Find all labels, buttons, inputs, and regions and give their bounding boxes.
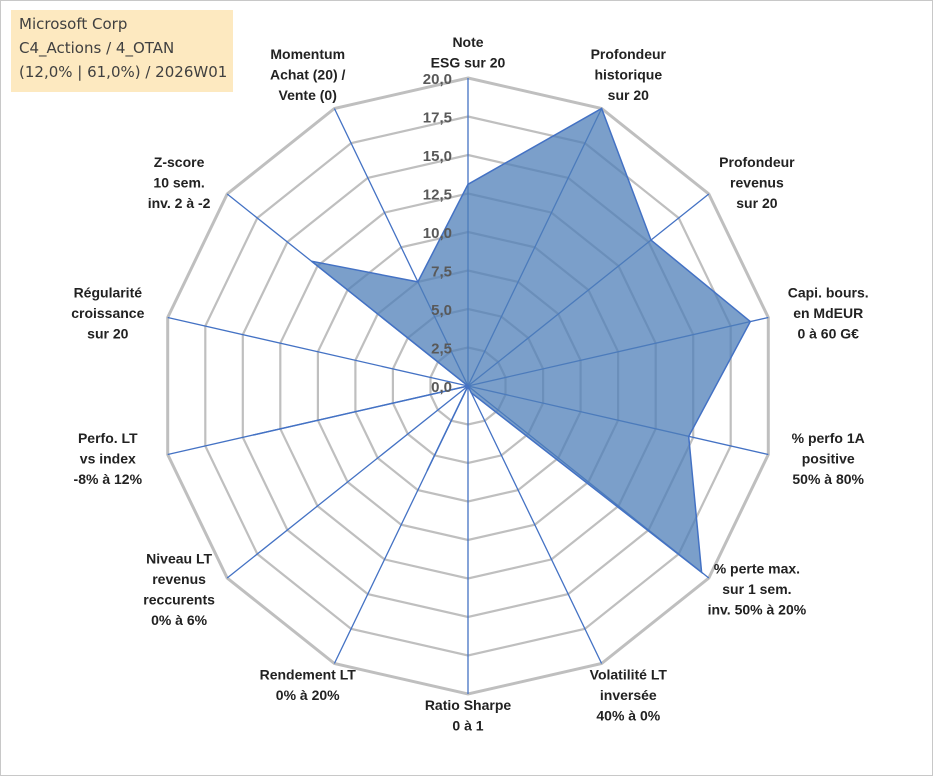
axis-label: Z-score 10 sem. inv. 2 à -2 (148, 154, 211, 211)
axis-label-line: revenus (152, 571, 206, 587)
info-period: (12,0% | 61,0%) / 2026W01 (19, 63, 228, 81)
axis-label-line: Note (452, 34, 483, 50)
axis-label-line: Profondeur (719, 154, 795, 170)
radar-series (253, 107, 752, 574)
axis-label: Momentum Achat (20) / Vente (0) (270, 46, 346, 103)
axis-label: Rendement LT 0% à 20% (260, 667, 357, 704)
axis-label-line: 0 à 60 G€ (797, 326, 859, 342)
radar-tick-labels: 0,0 2,5 5,0 7,5 10,0 12,5 15,0 17,5 20,0 (423, 71, 452, 396)
info-box: Microsoft Corp C4_Actions / 4_OTAN (12,0… (11, 10, 233, 92)
axis-label-line: 50% à 80% (792, 471, 864, 487)
axis-label-line: croissance (71, 305, 144, 321)
axis-label-line: inv. 2 à -2 (148, 195, 211, 211)
axis-label-line: % perte max. (714, 561, 800, 577)
axis-label-line: positive (802, 450, 855, 466)
axis-label-line: % perfo 1A (792, 430, 865, 446)
axis-label-line: Perfo. LT (78, 430, 138, 446)
axis-label-line: 0 à 1 (452, 718, 483, 734)
axis-label-line: Niveau LT (146, 550, 212, 566)
axis-label-line: -8% à 12% (74, 471, 143, 487)
axis-label: Note ESG sur 20 (431, 34, 506, 71)
axis-label-line: 0% à 20% (276, 687, 340, 703)
series-area (253, 107, 752, 574)
axis-label-line: 40% à 0% (596, 708, 660, 724)
axis-label: Ratio Sharpe 0 à 1 (425, 697, 512, 734)
axis-spoke (226, 385, 469, 579)
axis-label-line: historique (594, 67, 662, 83)
axis-label-line: sur 1 sem. (722, 581, 791, 597)
radar-axis-labels: Note ESG sur 20 Profondeur historique sur 20… (71, 34, 868, 734)
axis-label-line: vs index (80, 450, 136, 466)
axis-label-line: sur 20 (608, 87, 649, 103)
tick-label: 0,0 (431, 379, 452, 396)
axis-label-line: Momentum (270, 46, 345, 62)
tick-label: 12,5 (423, 187, 452, 204)
axis-label-line: Profondeur (591, 46, 667, 62)
tick-label: 7,5 (431, 264, 452, 281)
axis-label: Niveau LT revenus reccurents 0% à 6% (143, 550, 215, 628)
axis-label-line: Ratio Sharpe (425, 697, 512, 713)
axis-label-line: Volatilité LT (590, 667, 668, 683)
axis-spoke (167, 316, 469, 387)
axis-label: Capi. bours. en MdEUR 0 à 60 G€ (788, 285, 869, 342)
tick-label: 10,0 (423, 225, 452, 242)
tick-label: 5,0 (431, 302, 452, 319)
axis-label: Volatilité LT inversée 40% à 0% (590, 667, 668, 724)
axis-label: Profondeur revenus sur 20 (719, 154, 795, 211)
axis-spoke (467, 385, 603, 664)
axis-label-line: Achat (20) / (270, 67, 346, 83)
info-category: C4_Actions / 4_OTAN (19, 39, 175, 57)
axis-label-line: Z-score (154, 154, 205, 170)
tick-label: 17,5 (423, 110, 452, 127)
axis-label-line: 0% à 6% (151, 612, 208, 628)
axis-label-line: Capi. bours. (788, 285, 869, 301)
axis-label-line: Régularité (74, 285, 143, 301)
axis-label: Profondeur historique sur 20 (591, 46, 667, 103)
axis-label-line: sur 20 (736, 195, 777, 211)
tick-label: 15,0 (423, 148, 452, 165)
axis-label-line: reccurents (143, 591, 215, 607)
axis-label-line: sur 20 (87, 326, 128, 342)
axis-label-line: Vente (0) (279, 87, 337, 103)
axis-label-line: ESG sur 20 (431, 55, 506, 71)
axis-label: % perte max. sur 1 sem. inv. 50% à 20% (708, 561, 807, 618)
axis-label-line: inversée (600, 687, 657, 703)
axis-label-line: inv. 50% à 20% (708, 602, 807, 618)
tick-label: 20,0 (423, 71, 452, 88)
axis-label-line: 10 sem. (153, 175, 204, 191)
axis-label-line: en MdEUR (793, 305, 863, 321)
info-company: Microsoft Corp (19, 15, 128, 33)
tick-label: 2,5 (431, 341, 452, 358)
axis-label-line: Rendement LT (260, 667, 357, 683)
axis-label: Régularité croissance sur 20 (71, 285, 144, 342)
axis-label-line: revenus (730, 175, 784, 191)
axis-label: % perfo 1A positive 50% à 80% (792, 430, 865, 487)
axis-label: Perfo. LT vs index -8% à 12% (74, 430, 143, 487)
